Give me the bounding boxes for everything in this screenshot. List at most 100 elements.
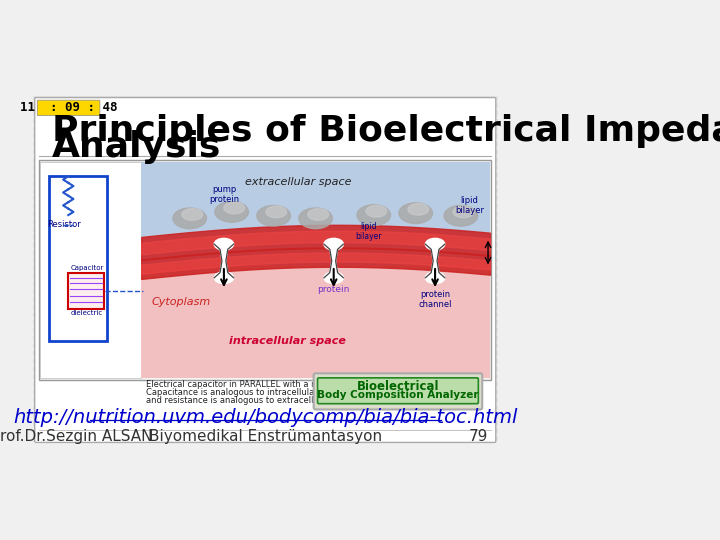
Bar <box>39 160 491 380</box>
Ellipse shape <box>453 206 474 218</box>
Bar <box>32 131 498 134</box>
Text: Electrical capacitor in PARALLEL with a resistor: Electrical capacitor in PARALLEL with a … <box>145 381 343 389</box>
Bar <box>32 336 498 340</box>
Bar <box>32 332 498 336</box>
Bar <box>141 266 490 379</box>
Bar <box>32 161 498 165</box>
Bar <box>32 239 498 243</box>
Ellipse shape <box>224 202 245 214</box>
Ellipse shape <box>257 205 290 226</box>
Text: Resistor: Resistor <box>47 220 81 230</box>
Bar <box>32 289 498 293</box>
Bar <box>32 119 498 123</box>
Bar <box>32 402 498 406</box>
Ellipse shape <box>408 204 428 215</box>
Bar <box>32 355 498 359</box>
Bar <box>32 441 498 444</box>
Bar <box>32 224 498 227</box>
Text: and resistance is analogous to extracellular volume: and resistance is analogous to extracell… <box>145 396 364 405</box>
Text: pump
protein: pump protein <box>209 185 239 204</box>
Bar <box>32 169 498 173</box>
Bar <box>32 111 498 115</box>
Ellipse shape <box>308 208 328 220</box>
Bar <box>32 146 498 150</box>
Bar <box>32 437 498 441</box>
Bar <box>32 251 498 254</box>
Bar <box>32 243 498 247</box>
Text: protein
channel: protein channel <box>418 290 452 309</box>
Bar <box>32 394 498 398</box>
Text: lipid
bilayer: lipid bilayer <box>455 195 484 215</box>
Bar <box>32 305 498 309</box>
Bar <box>32 433 498 437</box>
Bar <box>32 212 498 216</box>
Bar <box>32 348 498 352</box>
Bar <box>68 273 104 309</box>
Bar <box>32 274 498 278</box>
Bar <box>32 127 498 131</box>
Bar <box>49 177 107 341</box>
Bar <box>32 220 498 224</box>
Bar <box>32 379 498 382</box>
Bar <box>32 413 498 417</box>
Bar <box>32 406 498 409</box>
Ellipse shape <box>357 205 390 225</box>
Bar <box>32 343 498 348</box>
Ellipse shape <box>399 203 433 224</box>
Bar <box>32 235 498 239</box>
Ellipse shape <box>215 238 233 250</box>
Bar <box>32 390 498 394</box>
Bar <box>32 328 498 332</box>
Text: Principles of Bioelectrical Impedance: Principles of Bioelectrical Impedance <box>52 114 720 148</box>
Ellipse shape <box>324 238 343 250</box>
Bar <box>32 286 498 289</box>
Text: 79: 79 <box>469 429 488 444</box>
Bar <box>32 216 498 220</box>
Bar <box>32 316 498 320</box>
Text: Bioelectrical: Bioelectrical <box>356 380 439 393</box>
Bar <box>32 115 498 119</box>
Ellipse shape <box>299 208 333 228</box>
Bar <box>32 429 498 433</box>
Bar <box>32 165 498 169</box>
Bar <box>32 200 498 204</box>
Bar <box>32 185 498 188</box>
Bar <box>32 417 498 421</box>
Bar <box>32 254 498 258</box>
Bar <box>32 227 498 231</box>
Text: extracellular space: extracellular space <box>245 177 351 186</box>
Bar <box>32 188 498 192</box>
Bar <box>32 142 498 146</box>
Bar <box>32 386 498 390</box>
Bar <box>32 278 498 282</box>
Text: Body Composition Analyzer: Body Composition Analyzer <box>317 390 478 400</box>
Polygon shape <box>330 249 338 273</box>
Bar <box>32 382 498 386</box>
FancyBboxPatch shape <box>318 378 478 404</box>
Bar <box>32 359 498 363</box>
Bar <box>32 301 498 305</box>
Polygon shape <box>220 249 228 273</box>
Bar <box>32 103 498 107</box>
Bar <box>32 123 498 127</box>
Ellipse shape <box>426 272 445 284</box>
FancyBboxPatch shape <box>314 373 482 409</box>
Bar <box>32 266 498 270</box>
Bar <box>32 99 498 103</box>
Text: http://nutrition.uvm.edu/bodycomp/bia/bia-toc.html: http://nutrition.uvm.edu/bodycomp/bia/bi… <box>13 408 518 427</box>
Bar <box>32 150 498 154</box>
Bar <box>32 173 498 177</box>
Bar <box>32 363 498 367</box>
Text: dielectric: dielectric <box>71 310 102 316</box>
Bar <box>32 313 498 316</box>
Bar <box>32 340 498 343</box>
Bar <box>32 192 498 197</box>
Bar <box>32 208 498 212</box>
Text: Prof.Dr.Sezgin ALSAN: Prof.Dr.Sezgin ALSAN <box>0 429 152 444</box>
Text: Capacitor: Capacitor <box>71 265 104 271</box>
Ellipse shape <box>324 272 343 284</box>
Text: Analysis: Analysis <box>52 130 222 164</box>
Bar <box>32 204 498 208</box>
Bar <box>32 247 498 251</box>
Bar <box>32 134 498 138</box>
